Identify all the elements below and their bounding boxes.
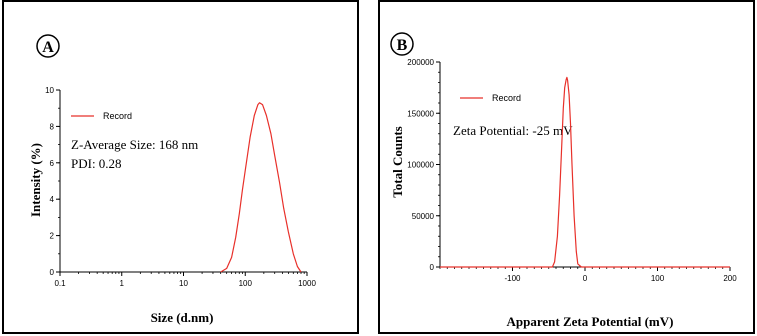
x-tick-label-b: 0: [583, 274, 588, 283]
panel-letter-circle-a: [36, 34, 60, 58]
panel-letter-b: B: [397, 37, 408, 54]
y-tick-label-a: 6: [50, 159, 55, 168]
x-tick-label-a: 1000: [298, 279, 316, 288]
x-tick-label-b: -100: [504, 274, 521, 283]
x-tick-label-a: 1: [120, 279, 125, 288]
x-tick-label-a: 0.1: [54, 279, 66, 288]
panel-letter-a: A: [42, 39, 54, 56]
y-axis-label-a: Intensity (%): [28, 143, 43, 217]
y-tick-label-b: 200000: [407, 58, 434, 67]
annotation-z-average: Z-Average Size: 168 nm: [71, 137, 198, 152]
y-tick-label-a: 10: [45, 86, 54, 95]
y-tick-label-a: 0: [50, 268, 55, 277]
annotation-zeta-potential: Zeta Potential: -25 mV: [453, 123, 573, 138]
chart-panel-b: B Apparent Zeta Potential (mV) Total Cou…: [378, 0, 755, 334]
series-line-a: [220, 102, 302, 273]
x-tick-label-a: 10: [179, 279, 188, 288]
y-tick-label-b: 150000: [407, 109, 434, 118]
legend-label-a: Record: [103, 111, 132, 121]
x-axis-label-a: Size (d.nm): [151, 310, 214, 325]
x-tick-label-a: 100: [239, 279, 253, 288]
y-tick-label-a: 8: [50, 122, 55, 131]
y-tick-label-a: 4: [50, 195, 55, 204]
y-tick-label-b: 100000: [407, 161, 434, 170]
series-line-b: [440, 76, 730, 268]
y-tick-label-b: 0: [430, 263, 435, 272]
x-tick-label-b: 200: [723, 274, 737, 283]
y-axis-label-b: Total Counts: [390, 126, 405, 197]
chart-b-svg: B Apparent Zeta Potential (mV) Total Cou…: [390, 32, 737, 329]
chart-a-svg: A Size (d.nm) Intensity (%) Record Z-Ave…: [28, 34, 316, 325]
legend-label-b: Record: [492, 93, 521, 103]
annotation-pdi: PDI: 0.28: [71, 156, 122, 171]
y-tick-label-a: 2: [50, 232, 55, 241]
x-axis-label-b: Apparent Zeta Potential (mV): [507, 314, 674, 329]
x-tick-label-b: 100: [651, 274, 665, 283]
y-tick-label-b: 50000: [412, 212, 435, 221]
panel-letter-circle-b: [390, 32, 414, 56]
chart-panel-a: A Size (d.nm) Intensity (%) Record Z-Ave…: [2, 0, 359, 334]
